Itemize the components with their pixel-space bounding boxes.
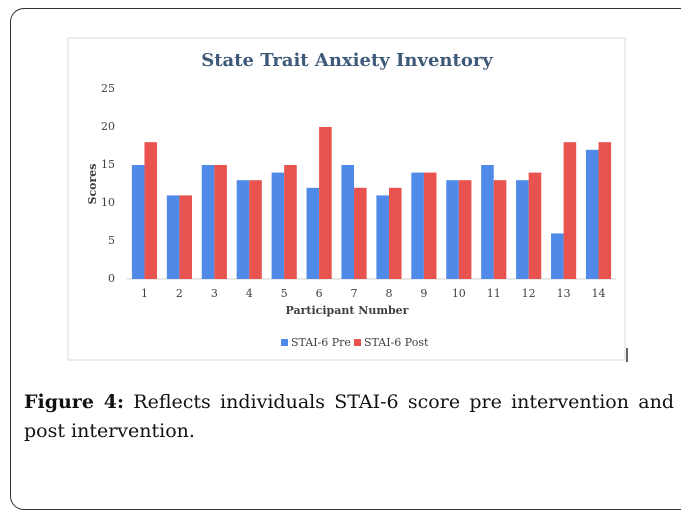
bar bbox=[236, 180, 250, 279]
y-tick-label: 10 bbox=[101, 196, 115, 209]
bar bbox=[423, 172, 437, 279]
x-tick-label: 1 bbox=[141, 287, 148, 300]
bar bbox=[528, 172, 542, 279]
x-axis-label: Participant Number bbox=[286, 304, 409, 317]
x-tick-label: 3 bbox=[211, 287, 218, 300]
x-tick-label: 2 bbox=[176, 287, 183, 300]
y-tick-label: 5 bbox=[108, 234, 115, 247]
bar bbox=[551, 233, 564, 279]
bar bbox=[585, 149, 599, 279]
legend-label: STAI-6 Post bbox=[364, 336, 429, 349]
x-tick-label: 12 bbox=[522, 287, 536, 300]
bar bbox=[201, 165, 215, 279]
y-axis-label: Scores bbox=[86, 164, 99, 205]
y-tick-label: 0 bbox=[108, 272, 115, 285]
legend-label: STAI-6 Pre bbox=[291, 336, 351, 349]
bar bbox=[319, 127, 332, 279]
x-tick-label: 13 bbox=[557, 287, 571, 300]
bar bbox=[354, 187, 367, 279]
bar bbox=[411, 172, 424, 279]
legend-swatch bbox=[281, 339, 288, 346]
y-tick-label: 20 bbox=[101, 120, 115, 133]
x-tick-label: 8 bbox=[385, 287, 392, 300]
x-tick-label: 5 bbox=[281, 287, 288, 300]
bar bbox=[563, 142, 577, 279]
bar bbox=[446, 180, 459, 279]
bar bbox=[284, 165, 297, 279]
bar bbox=[493, 180, 507, 279]
bar bbox=[598, 142, 612, 279]
page: {"chart_data": {"type": "bar", "title": … bbox=[10, 8, 681, 510]
bar bbox=[376, 195, 389, 279]
bar bbox=[458, 180, 472, 279]
bar bbox=[249, 180, 262, 279]
bar bbox=[306, 187, 320, 279]
bar bbox=[144, 142, 158, 279]
caption-text: Reflects individuals STAI-6 score pre in… bbox=[24, 391, 674, 442]
caption-label: Figure 4: bbox=[24, 391, 124, 413]
caption: Figure 4: Reflects individuals STAI-6 sc… bbox=[24, 388, 674, 446]
x-tick-label: 7 bbox=[351, 287, 358, 300]
x-tick-label: 9 bbox=[420, 287, 427, 300]
chart-title: State Trait Anxiety Inventory bbox=[201, 50, 493, 71]
bar bbox=[388, 187, 402, 279]
x-tick-label: 11 bbox=[487, 287, 501, 300]
bar bbox=[131, 165, 145, 279]
bar bbox=[166, 195, 180, 279]
chart: State Trait Anxiety Inventory Participan… bbox=[67, 37, 628, 362]
bar bbox=[516, 180, 529, 279]
bar bbox=[481, 165, 494, 279]
bar bbox=[179, 195, 192, 279]
legend-swatch bbox=[354, 339, 361, 346]
x-tick-label: 4 bbox=[246, 287, 253, 300]
bar bbox=[341, 165, 355, 279]
bar bbox=[271, 172, 285, 279]
y-tick-label: 25 bbox=[101, 82, 115, 95]
x-tick-label: 14 bbox=[592, 287, 606, 300]
x-tick-label: 6 bbox=[316, 287, 323, 300]
y-tick-label: 15 bbox=[101, 158, 115, 171]
bar bbox=[214, 165, 227, 279]
x-tick-label: 10 bbox=[452, 287, 466, 300]
